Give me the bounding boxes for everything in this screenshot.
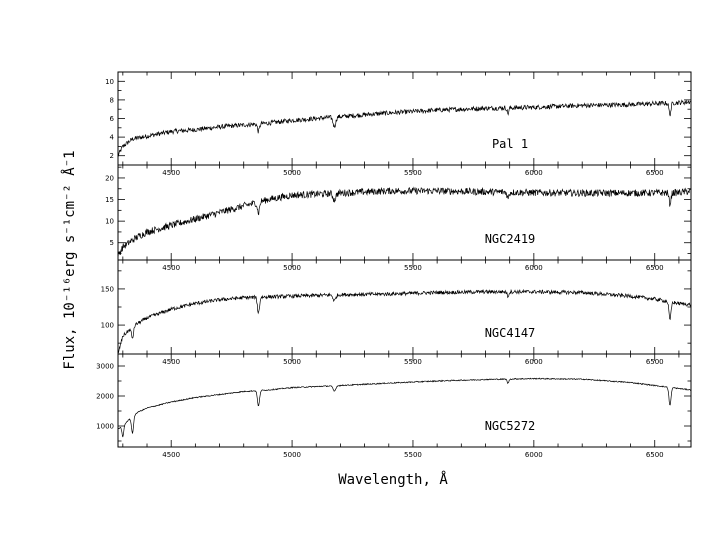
x-tick-label: 6000	[525, 451, 543, 459]
x-tick-label: 6000	[525, 264, 543, 272]
y-tick-label: 15	[105, 196, 114, 204]
x-tick-label: 6500	[646, 169, 664, 177]
panel-frame	[117, 71, 692, 166]
spectrum-line-ngc5272	[117, 377, 692, 438]
x-tick-label: 5000	[283, 169, 301, 177]
y-axis-title: Flux, 10⁻¹⁶erg s⁻¹cm⁻² Å⁻1	[61, 150, 78, 369]
x-tick-label: 6500	[646, 451, 664, 459]
panel-frame	[117, 353, 692, 448]
panel-0: 4500 5000 5500 6000 6500 2 4 6 8 10 Pal 1	[105, 71, 692, 177]
x-tick-label: 5000	[283, 358, 301, 366]
x-tick-label: 4500	[162, 264, 180, 272]
spectra-panels: 4500 5000 5500 6000 6500 2 4 6 8 10 Pal 1 4500 5000 5…	[96, 71, 692, 459]
x-tick-label: 5500	[404, 264, 422, 272]
panel-3: 4500 5000 5500 6000 6500 1000 2000 3000 NGC5272	[96, 353, 692, 459]
x-tick-label: 4500	[162, 358, 180, 366]
y-tick-label: 100	[101, 322, 114, 330]
y-tick-label: 4	[110, 134, 115, 142]
panel-label: NGC4147	[485, 326, 536, 340]
y-tick-label: 2	[110, 152, 114, 160]
y-tick-label: 5	[110, 239, 114, 247]
y-tick-label: 10	[105, 218, 114, 226]
y-tick-label: 10	[105, 78, 114, 86]
x-tick-label: 5500	[404, 169, 422, 177]
y-tick-label: 3000	[96, 363, 114, 371]
y-tick-label: 150	[101, 285, 114, 293]
x-tick-label: 5500	[404, 358, 422, 366]
panel-label: NGC2419	[485, 232, 536, 246]
panel-frame	[117, 164, 692, 261]
x-tick-label: 6500	[646, 264, 664, 272]
spectrum-line-pal-1	[117, 99, 692, 157]
x-tick-label: 6000	[525, 169, 543, 177]
x-tick-label: 4500	[162, 169, 180, 177]
x-axis-title: Wavelength, Å	[338, 471, 448, 488]
x-tick-label: 5500	[404, 451, 422, 459]
y-tick-label: 20	[105, 174, 114, 182]
spectrum-line-ngc4147	[117, 288, 692, 354]
panel-2: 4500 5000 5500 6000 6500 100 150 NGC4147	[101, 259, 692, 366]
spectrum-line-ngc2419	[117, 186, 692, 259]
x-tick-label: 5000	[283, 264, 301, 272]
y-tick-label: 8	[110, 96, 114, 104]
panel-label: NGC5272	[485, 419, 536, 433]
x-tick-label: 6000	[525, 358, 543, 366]
x-tick-label: 5000	[283, 451, 301, 459]
x-tick-label: 4500	[162, 451, 180, 459]
x-tick-label: 6500	[646, 358, 664, 366]
y-tick-label: 2000	[96, 393, 114, 401]
panel-1: 4500 5000 5500 6000 6500 5 10 15 20 NGC2419	[105, 164, 692, 272]
y-tick-label: 1000	[96, 423, 114, 431]
panel-label: Pal 1	[492, 137, 528, 151]
y-tick-label: 6	[110, 115, 115, 123]
panel-frame	[117, 259, 692, 355]
